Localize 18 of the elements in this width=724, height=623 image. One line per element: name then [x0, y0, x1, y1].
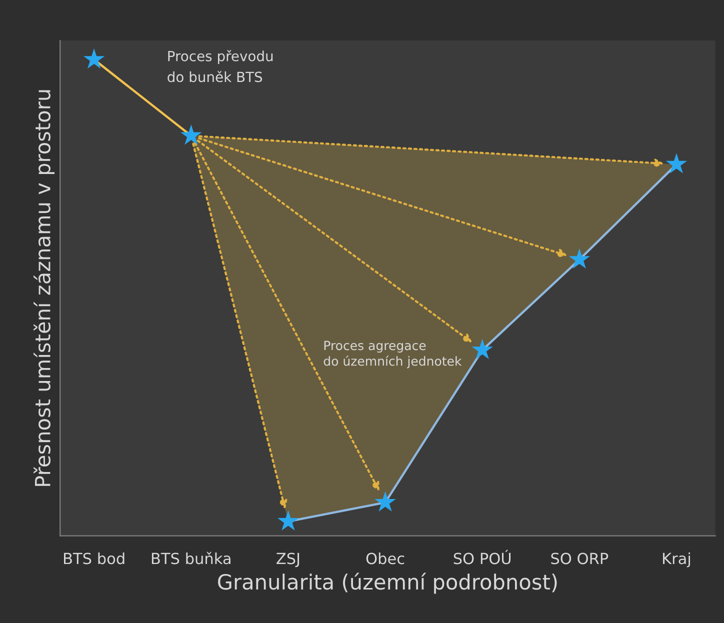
y-axis-title: Přesnost umístění záznamu v prostoru: [34, 90, 55, 486]
point: [568, 248, 590, 269]
annotation: Proces agregace do územních jednotek: [324, 340, 462, 368]
x-tick-label: ZSJ: [276, 552, 300, 568]
x-tick-label: SO POÚ: [454, 550, 511, 564]
x-tick-label: SO ORP: [551, 552, 608, 564]
x-tick-label: Kraj: [663, 552, 690, 568]
point: [666, 153, 688, 174]
x-tick-label: Obec: [366, 552, 404, 564]
annotation: Proces převodu do buněk BTS: [168, 50, 273, 82]
point: [180, 124, 202, 145]
point: [83, 48, 105, 69]
x-tick-label: BTS bod: [64, 552, 124, 564]
x-tick-label: BTS buňka: [152, 552, 230, 564]
x-axis-title: Granularita (územní podrobnost): [218, 572, 557, 594]
point: [278, 510, 299, 531]
point: [374, 491, 396, 512]
point: [472, 338, 493, 360]
